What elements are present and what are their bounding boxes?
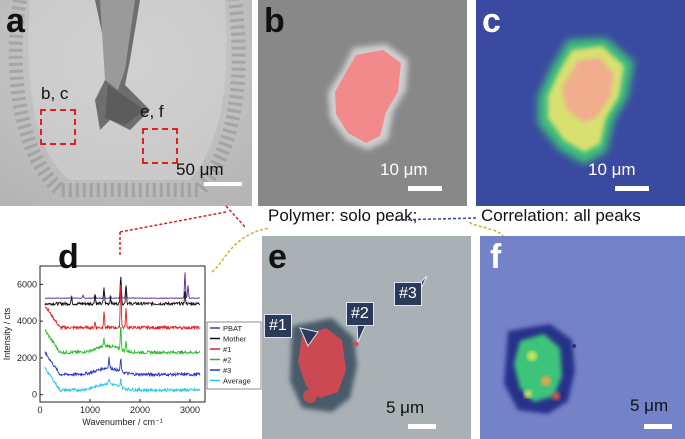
panel-f-label: f xyxy=(490,238,502,276)
raman-spectra-plot: 0 1000 2000 3000 0 2000 4000 6000 Wavenumber / c… xyxy=(2,265,262,427)
callout-3: #3 xyxy=(394,282,422,306)
series-line-pbat xyxy=(44,272,200,299)
roi-box-ef xyxy=(142,128,178,164)
panel-b-label: b xyxy=(264,2,285,40)
series-line-n1 xyxy=(44,283,201,331)
x-tick-label: 1000 xyxy=(80,405,100,415)
callout-2: #2 xyxy=(346,302,374,326)
sem-micrograph xyxy=(0,0,252,206)
panel-b-scale-text: 10 μm xyxy=(380,160,428,179)
panel-d-spectra-chart: d 0 1000 2000 3000 0 2000 4000 6000 Wavenumber /… xyxy=(0,236,262,439)
panel-a-label: a xyxy=(6,2,25,40)
panel-c-scale-text: 10 μm xyxy=(588,160,636,179)
box-label-bc: b, c xyxy=(41,84,69,103)
roi-box-bc xyxy=(40,109,76,145)
callout-1: #1 xyxy=(264,314,292,338)
panel-d-label: d xyxy=(58,238,79,276)
legend-entry: #1 xyxy=(223,345,231,354)
optical-particle-image xyxy=(258,0,467,206)
plot-frame xyxy=(39,265,206,403)
panel-f-scale-text: 5 μm xyxy=(630,396,669,415)
y-tick-label: 2000 xyxy=(17,353,37,363)
panel-b-optical-image: b 10 μm xyxy=(258,0,467,206)
optical-particle-detail xyxy=(262,236,471,439)
legend-entry: PBAT xyxy=(223,324,242,333)
series-line-average xyxy=(44,366,201,394)
raman-heatmap-image xyxy=(476,0,685,206)
polymer-annotation: Polymer: solo peak; xyxy=(268,206,418,225)
panel-a-sem-image: a b, c e, f 50 μm xyxy=(0,0,252,206)
y-tick-label: 0 xyxy=(32,390,37,400)
legend-entry: #2 xyxy=(223,356,231,365)
series-line-n2 xyxy=(44,327,201,356)
y-tick-label: 6000 xyxy=(17,279,37,289)
panel-c-raman-map: c 10 μm xyxy=(476,0,685,206)
panel-a-scale-text: 50 μm xyxy=(176,160,224,179)
panel-f-raman-map: f 5 μm xyxy=(480,236,685,439)
y-axis-label: Intensity / cts xyxy=(2,307,12,360)
panel-c-label: c xyxy=(482,2,501,40)
panel-e-optical-image: e #1 #2 #3 5 μm xyxy=(262,236,471,439)
correlation-annotation: Correlation: all peaks xyxy=(481,206,641,225)
legend-entry: #3 xyxy=(223,366,231,375)
series-line-mother xyxy=(44,279,201,307)
x-tick-label: 0 xyxy=(37,405,42,415)
x-tick-label: 3000 xyxy=(180,405,200,415)
box-label-ef: e, f xyxy=(140,102,164,121)
x-axis-label: Wavenumber / cm⁻¹ xyxy=(82,417,162,427)
panel-e-label: e xyxy=(268,238,287,276)
legend-entry: Mother xyxy=(223,335,247,344)
y-tick-label: 4000 xyxy=(17,316,37,326)
legend-entry: Average xyxy=(223,377,251,386)
x-tick-label: 2000 xyxy=(130,405,150,415)
legend-box xyxy=(206,321,262,390)
panel-e-scale-text: 5 μm xyxy=(386,398,425,417)
series-line-n3 xyxy=(44,351,201,378)
raman-heatmap-detail xyxy=(480,236,685,439)
